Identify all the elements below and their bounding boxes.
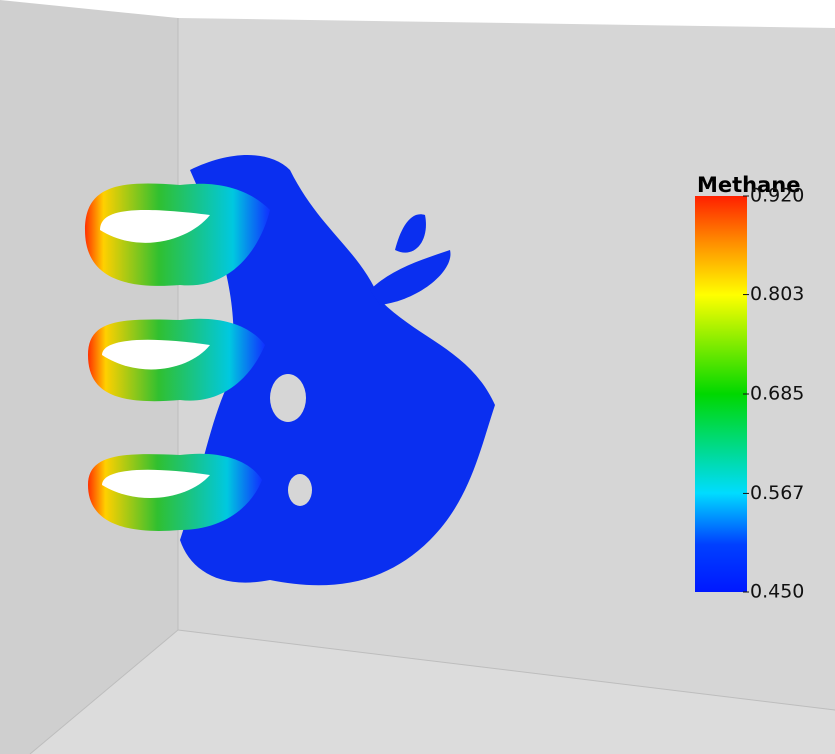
floor-edge	[177, 629, 835, 711]
jets	[85, 183, 270, 531]
tick-label: 0.450	[750, 581, 804, 603]
tick-label: 0.567	[750, 482, 804, 504]
colorbar-title: Methane	[697, 173, 801, 197]
colorbar: Methane 0.920 0.803 0.685 0.567 0.450	[695, 173, 804, 603]
floor-edge	[29, 629, 179, 754]
tick-label: 0.803	[750, 283, 804, 305]
jet-core	[102, 339, 210, 370]
plume-fragment	[395, 214, 426, 253]
colorbar-gradient	[695, 196, 747, 592]
plume-fragment	[370, 250, 451, 305]
tick-label: 0.685	[750, 383, 804, 405]
tick-label: 0.920	[750, 185, 804, 207]
floor	[30, 630, 835, 754]
jet-core	[102, 469, 210, 499]
plume-hole	[288, 474, 312, 506]
jet-core	[100, 210, 210, 243]
plume-hole	[270, 374, 306, 422]
